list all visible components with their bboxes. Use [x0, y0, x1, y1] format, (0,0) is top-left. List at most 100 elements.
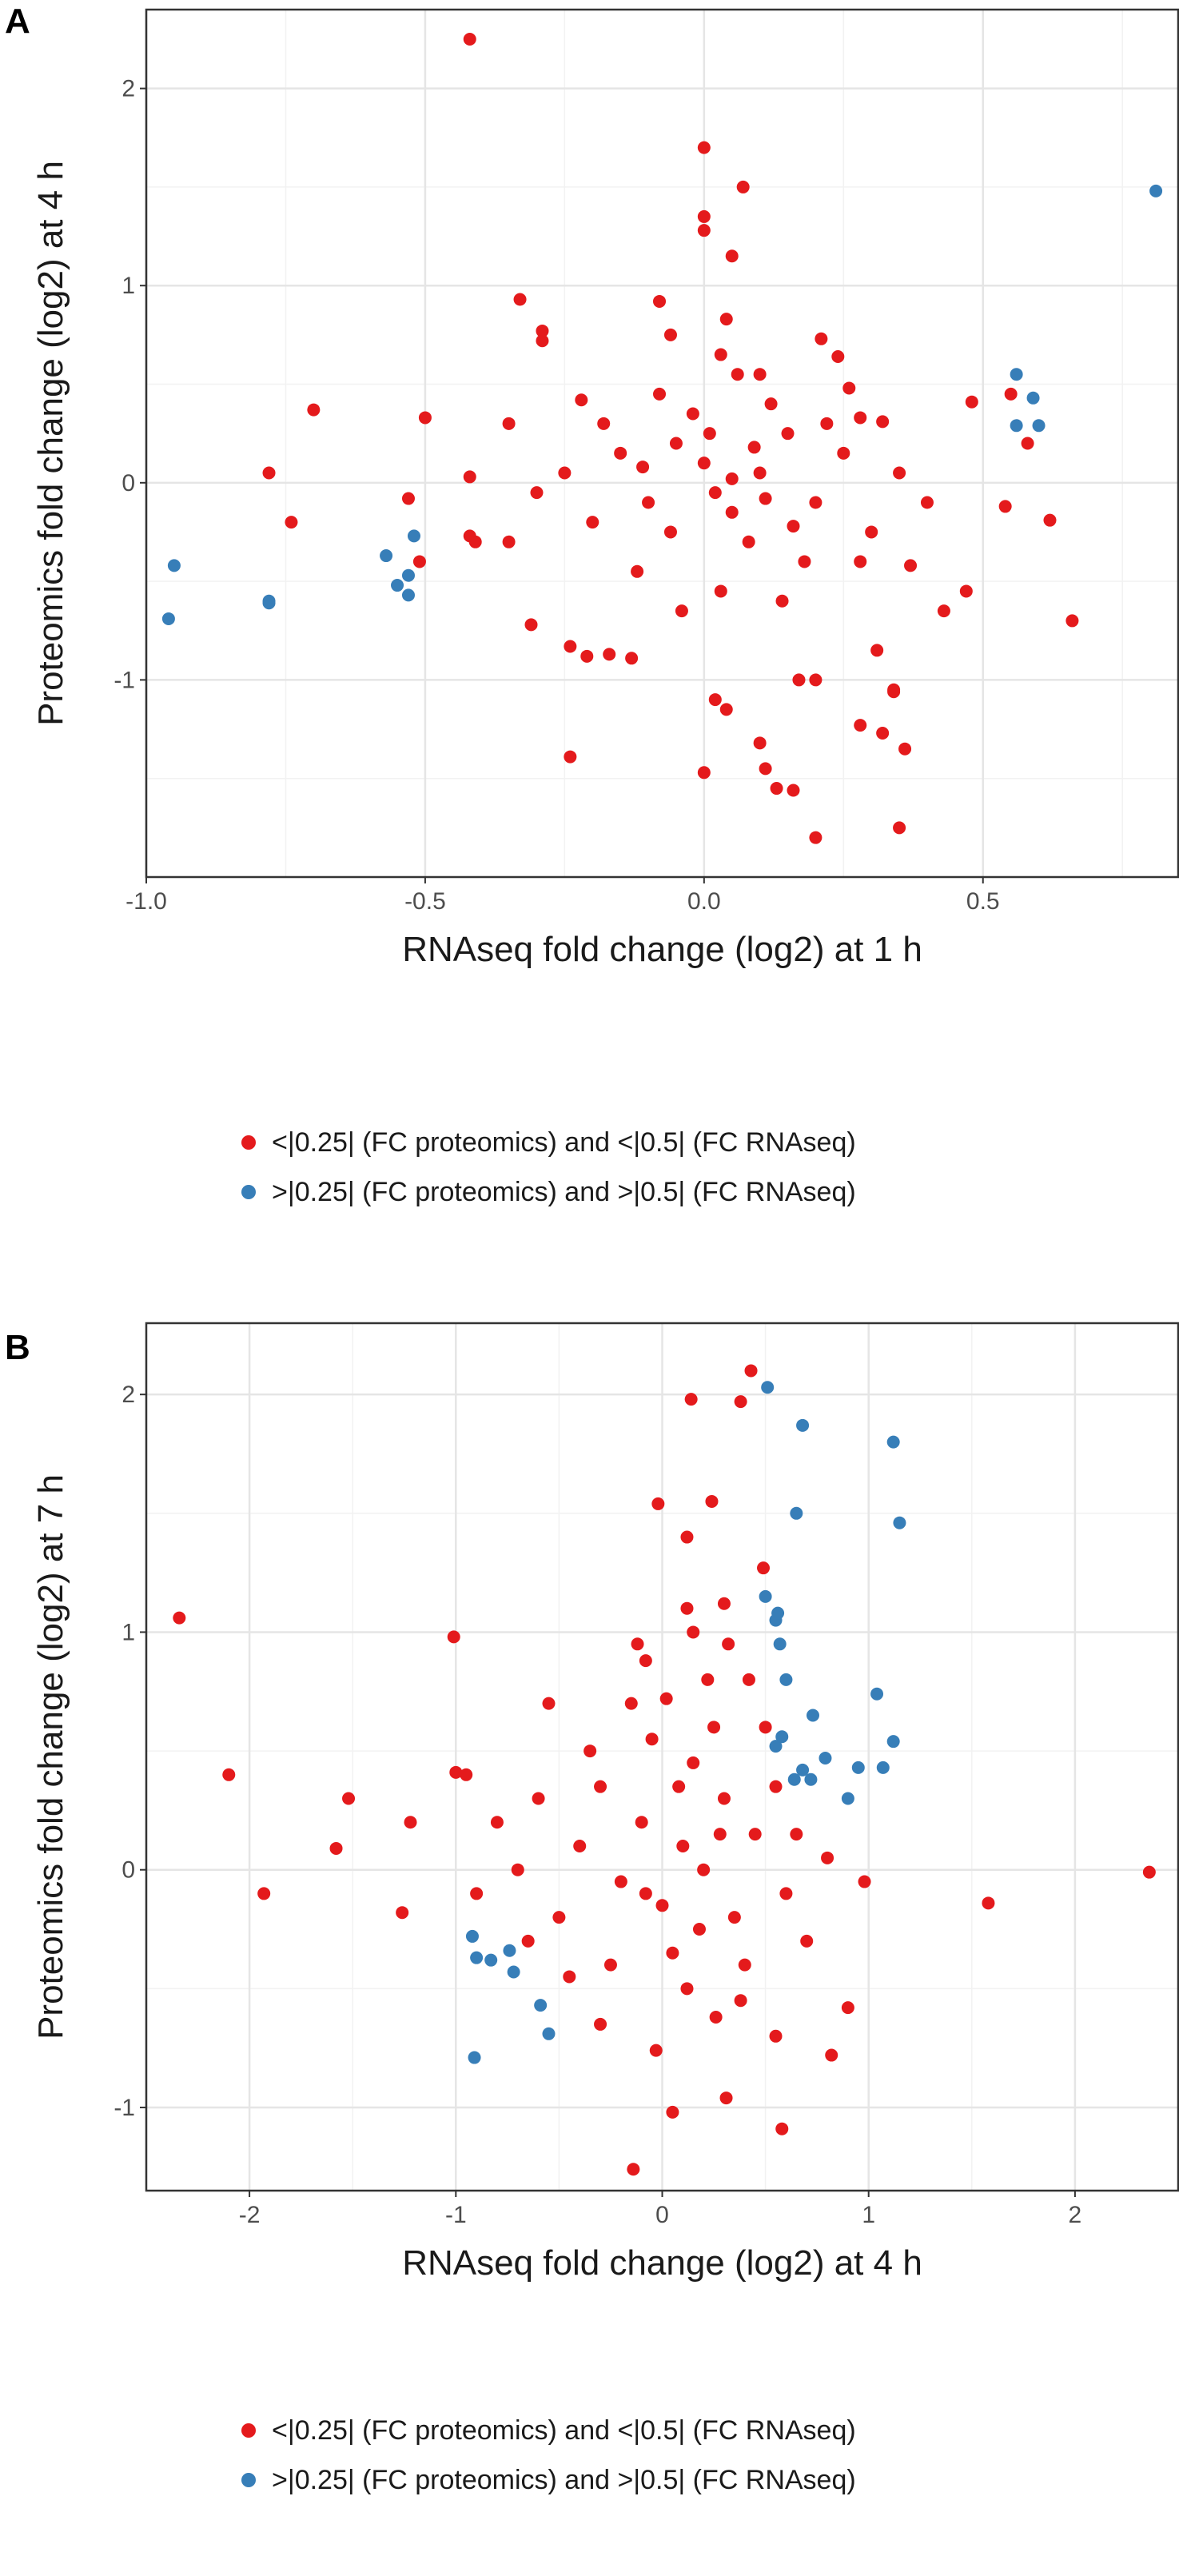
- data-point-red: [412, 555, 426, 568]
- data-point-red: [564, 750, 577, 764]
- data-point-red: [714, 584, 727, 598]
- data-point-blue: [401, 568, 415, 582]
- data-point-red: [725, 249, 739, 263]
- data-point-red: [635, 1816, 648, 1829]
- data-point-red: [463, 32, 476, 46]
- data-point-red: [672, 1780, 686, 1793]
- data-point-red: [692, 1923, 706, 1936]
- data-point-blue: [1026, 391, 1040, 405]
- data-point-red: [770, 782, 783, 796]
- data-point-blue: [161, 612, 175, 625]
- data-point-red: [798, 555, 811, 568]
- data-point-red: [659, 1692, 673, 1705]
- data-point-red: [998, 500, 1012, 513]
- data-point-red: [759, 492, 772, 505]
- data-point-red: [624, 1697, 638, 1710]
- data-point-red: [625, 652, 639, 665]
- data-point-red: [727, 1911, 741, 1924]
- data-point-red: [502, 535, 516, 548]
- data-point-red: [865, 525, 878, 539]
- data-point-red: [887, 685, 901, 699]
- data-point-red: [707, 1721, 721, 1734]
- data-point-red: [764, 397, 778, 411]
- y-tick-label: 0: [121, 1857, 135, 1884]
- data-point-red: [748, 1828, 762, 1841]
- data-point-blue: [870, 1687, 884, 1701]
- legend-blue-label: >|0.25| (FC proteomics) and >|0.5| (FC R…: [272, 1177, 856, 1207]
- data-point-red: [631, 1637, 644, 1651]
- data-point-red: [787, 520, 800, 533]
- data-point-red: [904, 559, 918, 572]
- data-point-blue: [262, 596, 276, 610]
- data-point-red: [649, 2044, 663, 2057]
- data-point-blue: [507, 1965, 520, 1979]
- data-point-blue: [534, 1999, 548, 2012]
- data-point-red: [876, 415, 890, 429]
- y-tick-label: -1: [114, 667, 135, 693]
- data-point-blue: [542, 2027, 556, 2040]
- x-tick-label: -1.0: [125, 888, 167, 915]
- data-point-red: [965, 395, 978, 409]
- data-point-red: [734, 1395, 747, 1409]
- data-point-red: [759, 1721, 772, 1734]
- data-point-red: [854, 719, 867, 732]
- data-point-red: [753, 736, 767, 750]
- data-point-red: [708, 693, 722, 707]
- legend-blue-dot-icon: [241, 1185, 256, 1199]
- data-point-red: [329, 1841, 343, 1855]
- data-point-red: [639, 1887, 652, 1900]
- data-point-blue: [1010, 419, 1023, 433]
- y-tick-label: 2: [121, 76, 135, 102]
- data-point-red: [753, 368, 767, 381]
- data-point-red: [697, 224, 711, 237]
- data-point-red: [697, 1863, 711, 1876]
- data-point-red: [502, 417, 516, 430]
- data-point-red: [719, 2092, 733, 2105]
- data-point-blue: [773, 1637, 787, 1651]
- data-point-red: [779, 1887, 793, 1900]
- data-point-red: [511, 1863, 524, 1876]
- data-point-red: [697, 766, 711, 780]
- data-point-red: [854, 555, 867, 568]
- data-point-blue: [470, 1951, 484, 1964]
- data-point-red: [653, 294, 667, 308]
- data-point-blue: [761, 1381, 775, 1394]
- data-point-red: [614, 446, 627, 460]
- data-point-blue: [841, 1792, 854, 1805]
- data-point-red: [722, 1637, 735, 1651]
- data-point-blue: [796, 1418, 810, 1432]
- data-point-red: [663, 525, 677, 539]
- data-point-red: [725, 505, 739, 519]
- data-point-red: [573, 1839, 587, 1852]
- data-point-red: [594, 2017, 607, 2031]
- data-point-red: [719, 313, 733, 326]
- data-point-red: [714, 348, 727, 361]
- data-point-red: [580, 649, 594, 663]
- data-point-red: [809, 831, 823, 844]
- x-tick-label: 0: [655, 2202, 669, 2228]
- data-point-red: [530, 486, 544, 500]
- data-point-red: [713, 1828, 727, 1841]
- data-point-red: [725, 472, 739, 485]
- data-point-red: [563, 1970, 576, 1984]
- x-axis-title: RNAseq fold change (log2) at 1 h: [402, 930, 922, 969]
- data-point-red: [342, 1792, 356, 1805]
- data-point-red: [703, 427, 716, 441]
- data-point-red: [666, 2105, 679, 2119]
- data-point-red: [775, 2122, 789, 2135]
- data-point-red: [594, 1780, 607, 1793]
- data-point-red: [447, 1630, 460, 1644]
- data-point-red: [842, 381, 856, 395]
- data-point-red: [584, 1745, 597, 1758]
- data-point-red: [463, 470, 476, 484]
- data-point-red: [898, 742, 912, 756]
- y-axis-title: Proteomics fold change (log2) at 4 h: [31, 161, 70, 726]
- data-point-red: [655, 1899, 669, 1912]
- data-point-blue: [759, 1589, 772, 1603]
- panel-b: B -2 -1 0 1 2 -1 0 1 2 RNAseq fold change (log2) …: [0, 1288, 1179, 2576]
- data-point-red: [513, 293, 527, 306]
- data-point-red: [870, 644, 884, 657]
- data-point-red: [490, 1816, 504, 1829]
- data-point-red: [731, 368, 744, 381]
- data-point-blue: [775, 1730, 789, 1744]
